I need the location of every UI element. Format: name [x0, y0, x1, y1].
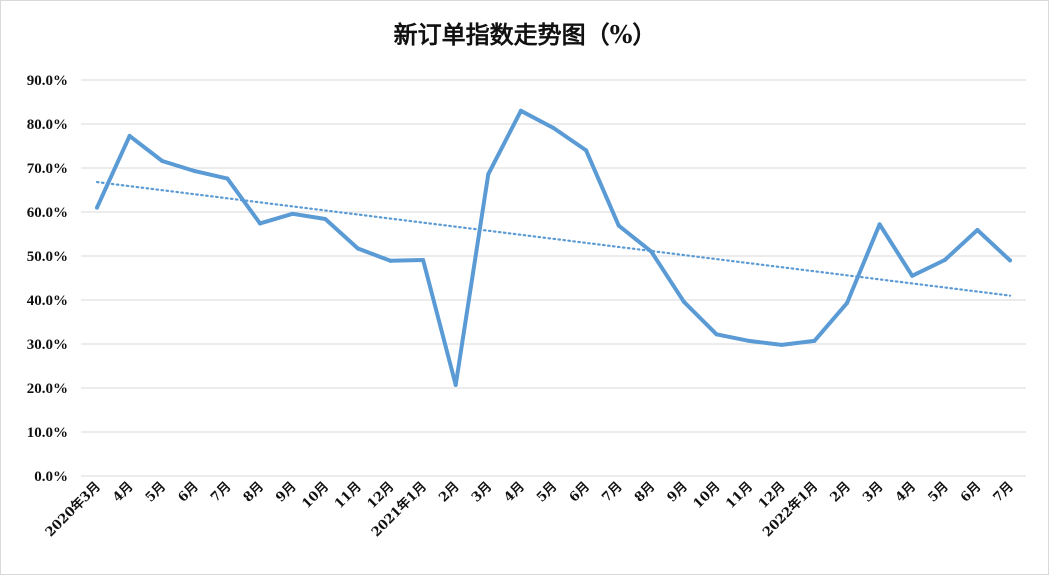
data-point — [844, 301, 849, 306]
x-tick-label: 8月 — [241, 479, 267, 505]
data-point — [127, 133, 132, 138]
data-point — [355, 246, 360, 251]
y-tick-label: 50.0% — [27, 249, 68, 265]
y-tick-label: 20.0% — [27, 381, 68, 397]
x-tick-label: 6月 — [567, 479, 593, 505]
data-point — [975, 228, 980, 233]
y-tick-label: 40.0% — [27, 293, 68, 309]
data-point — [747, 338, 752, 343]
data-point — [1008, 258, 1012, 263]
x-tick-label: 4月 — [110, 479, 136, 505]
x-tick-label: 4月 — [502, 479, 528, 505]
y-tick-label: 90.0% — [27, 73, 68, 89]
x-tick-label: 11月 — [723, 479, 756, 512]
x-tick-label: 8月 — [632, 479, 658, 505]
x-tick-label: 7月 — [208, 479, 234, 505]
data-point — [877, 222, 882, 227]
data-point — [95, 205, 99, 210]
data-point — [160, 158, 165, 163]
data-point — [453, 382, 458, 387]
x-tick-label: 2月 — [436, 479, 462, 505]
series-layer — [95, 108, 1012, 387]
x-tick-label: 5月 — [925, 479, 951, 505]
data-point — [518, 108, 523, 113]
x-tick-label: 7月 — [991, 479, 1017, 505]
data-point — [551, 125, 556, 130]
y-tick-label: 10.0% — [27, 425, 68, 441]
y-tick-label: 60.0% — [27, 205, 68, 221]
x-tick-label: 3月 — [469, 479, 495, 505]
x-tick-label: 10月 — [299, 479, 332, 512]
y-tick-label: 30.0% — [27, 337, 68, 353]
data-point — [486, 172, 491, 177]
x-tick-label: 7月 — [599, 479, 625, 505]
data-point — [649, 249, 654, 254]
data-point — [616, 223, 621, 228]
x-tick-label: 6月 — [175, 479, 201, 505]
data-point — [258, 221, 263, 226]
data-point — [421, 257, 426, 262]
y-tick-label: 80.0% — [27, 117, 68, 133]
data-point — [323, 217, 328, 222]
gridlines — [81, 79, 1026, 477]
x-tick-label: 9月 — [665, 479, 691, 505]
x-tick-label: 10月 — [691, 479, 724, 512]
data-point — [779, 342, 784, 347]
data-point — [225, 176, 230, 181]
x-tick-label: 6月 — [958, 479, 984, 505]
data-point — [812, 338, 817, 343]
data-point — [681, 299, 686, 304]
y-axis-ticks: 0.0% 10.0% 20.0% 30.0% 40.0% 50.0% 60.0% 70.0% 8… — [27, 73, 68, 485]
x-tick-label: 5月 — [534, 479, 560, 505]
data-point — [714, 332, 719, 337]
data-point — [290, 211, 295, 216]
data-point — [584, 148, 589, 153]
x-tick-label: 5月 — [143, 479, 169, 505]
y-tick-label: 70.0% — [27, 161, 68, 177]
x-tick-label: 4月 — [893, 479, 919, 505]
data-point — [942, 257, 947, 262]
x-tick-label: 9月 — [273, 479, 299, 505]
data-point — [192, 169, 197, 174]
x-tick-label: 3月 — [860, 479, 886, 505]
chart-title: 新订单指数走势图（%） — [394, 20, 657, 49]
data-point — [910, 273, 915, 278]
x-tick-label: 2月 — [828, 479, 854, 505]
y-tick-label: 0.0% — [34, 469, 68, 485]
x-tick-label: 11月 — [332, 479, 365, 512]
x-tick-label: 2020年3月 — [42, 479, 104, 541]
data-point — [388, 258, 393, 263]
